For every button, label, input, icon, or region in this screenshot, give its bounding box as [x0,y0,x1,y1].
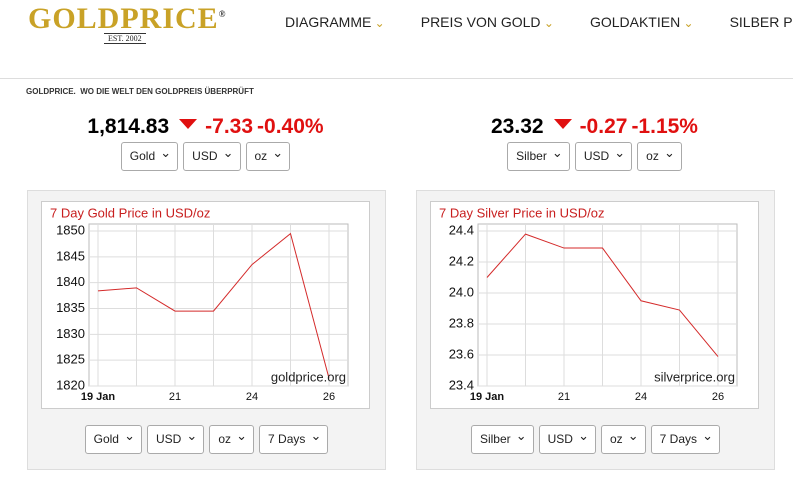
x-tick-label: 19 Jan [470,391,505,403]
chart: 7 Day Silver Price in USD/oz 23.4 23.6 23.8… [439,205,738,403]
nav: DIAGRAMME PREIS VON GOLD GOLDAKTIEN SILBER … [285,14,793,30]
price-line: 1,814.83 -7.33 -0.40% [27,115,384,139]
select[interactable]: USD [146,422,205,454]
select[interactable]: Silber [470,422,534,454]
select-row: GoldUSDoz [27,139,384,171]
select[interactable]: USD [538,422,596,454]
change-pct: -1.15% [631,115,698,138]
select[interactable]: Gold [84,422,142,454]
chart-title: 7 Day Gold Price in USD/oz [50,205,210,220]
select-row: SilberUSDoz7 Days [417,422,774,454]
change: -0.27 [579,115,628,138]
x-tick-label: 21 [169,391,181,403]
price: 1,814.83 [87,115,170,138]
y-tick-label: 24.2 [449,253,474,268]
plot-area [477,223,738,387]
change-pct: -0.40% [257,115,324,138]
logo-mark: ® [218,9,227,19]
chart-panel: 7 Day Gold Price in USD/oz 1820 1825 1830 18… [27,190,386,470]
x-tick-label: 19 Jan [81,391,116,403]
select-row: SilberUSDoz [416,139,773,171]
est: EST. 2002 [104,33,146,44]
y-tick-label: 23.8 [449,315,474,330]
down-arrow [553,119,572,129]
chart-frame: 7 Day Gold Price in USD/oz 1820 1825 1830 18… [41,201,370,409]
change: -7.33 [205,115,254,138]
x-tick-label: 26 [712,391,724,403]
down-arrow [179,119,198,129]
logo[interactable]: GOLDPRICE® [28,2,226,36]
price: 23.32 [491,115,544,138]
select-row: GoldUSDoz7 Days [28,422,385,454]
nav-item[interactable]: PREIS VON GOLD [421,14,554,30]
select[interactable]: USD [574,139,633,171]
chart-frame: 7 Day Silver Price in USD/oz 23.4 23.6 23.8… [430,201,759,409]
y-tick-label: 1830 [56,326,85,341]
price-line [97,232,330,379]
logo-text: GOLDPRICE [28,2,219,35]
select[interactable]: 7 Days [259,422,329,454]
select[interactable]: Silber [507,139,570,171]
select[interactable]: oz [245,139,291,171]
x-tick-label: 24 [635,391,647,403]
y-tick-label: 1840 [56,274,85,289]
chart-title: 7 Day Silver Price in USD/oz [439,205,604,220]
price-line [486,233,719,357]
y-tick-label: 1850 [56,222,85,237]
select[interactable]: oz [209,422,255,454]
watermark: goldprice.org [271,369,346,384]
select[interactable]: USD [183,139,241,171]
y-tick-label: 1835 [56,300,85,315]
tagline: GOLDPRICE. WO DIE WELT DEN GOLDPREIS ÜBE… [26,87,254,96]
watermark: silverprice.org [654,369,735,384]
x-tick-label: 21 [558,391,570,403]
nav-item[interactable]: GOLDAKTIEN [590,14,694,30]
y-tick-label: 24.4 [449,222,474,237]
chart-panel: 7 Day Silver Price in USD/oz 23.4 23.6 23.8… [416,190,775,470]
y-tick-label: 1820 [56,377,85,392]
select[interactable]: 7 Days [650,422,721,454]
chart: 7 Day Gold Price in USD/oz 1820 1825 1830 18… [50,205,349,403]
y-tick-label: 1825 [56,352,85,367]
divider [0,78,793,79]
x-tick-label: 26 [323,391,335,403]
y-tick-label: 23.6 [449,346,474,361]
nav-item[interactable]: DIAGRAMME [285,14,385,30]
select[interactable]: oz [637,139,682,171]
price-line: 23.32 -0.27 -1.15% [416,115,773,139]
x-tick-label: 24 [246,391,258,403]
select[interactable]: Gold [120,139,179,171]
nav-item[interactable]: SILBER PREIS [729,14,793,30]
y-tick-label: 1845 [56,248,85,263]
select[interactable]: oz [600,422,646,454]
y-tick-label: 24.0 [449,284,474,299]
y-tick-label: 23.4 [449,377,474,392]
